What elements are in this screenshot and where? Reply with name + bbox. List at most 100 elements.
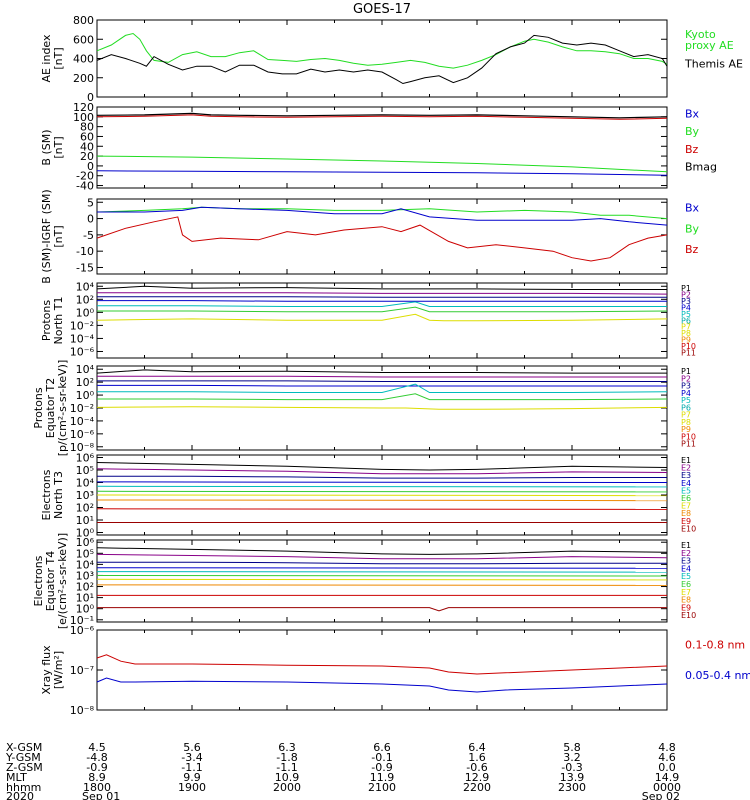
legend-entry: proxy AE [685, 39, 734, 52]
y-tick-label: 10⁶ [76, 452, 95, 465]
legend-entry: P8 [681, 329, 691, 338]
series-line-e6 [96, 575, 668, 577]
series-line-e5 [96, 571, 668, 573]
y-axis-label: B (SM)-IGRF (SM) [40, 189, 53, 283]
y-axis-label: Electrons [40, 469, 53, 520]
series-line-p4 [97, 300, 667, 302]
bottom-axis-value: 6.3 [278, 741, 296, 754]
y-tick-label: 10⁵ [76, 547, 94, 560]
bottom-axis-value: 13.9 [560, 771, 585, 784]
legend-entry: P6 [681, 403, 691, 412]
bottom-axis-value: 5.8 [563, 741, 581, 754]
series-line-p5 [97, 301, 667, 307]
bottom-axis-value: -0.1 [371, 751, 392, 764]
legend-entry: P1 [681, 367, 691, 376]
series-line-e10 [97, 607, 667, 612]
series-line-e9 [96, 508, 668, 510]
legend-entry: Themis AE [684, 57, 743, 70]
y-axis-label: [nT] [52, 47, 65, 69]
legend-entry: E9 [681, 517, 691, 526]
y-axis-label: Xray flux [40, 645, 53, 695]
y-tick-label: 800 [73, 14, 94, 27]
series-line-0-1-0-8-nm [96, 654, 668, 675]
series-line-p3 [97, 296, 667, 298]
bottom-axis-value: 4.5 [88, 741, 106, 754]
legend-entry: P5 [681, 396, 691, 405]
legend-entry: By [685, 125, 700, 138]
bottom-axis-value: 2000 [273, 781, 301, 794]
y-axis-label: B (SM) [40, 129, 53, 165]
legend-entry: P10 [681, 432, 696, 441]
y-tick-label: 200 [73, 72, 94, 85]
series-line-e2 [96, 468, 668, 475]
legend-entry: P6 [681, 316, 691, 325]
series-line-bmag [96, 112, 668, 119]
y-tick-label: 10⁻⁸ [70, 441, 95, 454]
y-tick-label: 10⁰ [76, 389, 95, 402]
panel-xray: 10⁻⁶ 10⁻⁷ 10⁻⁸ Xray flux [W/m²] 0.1-0.8 nm 0.0… [40, 624, 750, 717]
y-tick-label: 10² [76, 376, 94, 389]
legend-entry: P8 [681, 418, 691, 427]
series-line-p3 [97, 380, 667, 382]
legend-entry: E1 [681, 456, 691, 465]
bottom-axis-value: 3.2 [563, 751, 581, 764]
legend-entry: Bmag [685, 160, 717, 173]
legend-entry: P2 [681, 290, 691, 299]
legend-entry: P9 [681, 336, 691, 345]
series-line-p7 [96, 406, 668, 410]
y-axis-label: [p/(cm²-s-sr-keV)] [56, 360, 69, 457]
series-line-0-05-0-4-nm [96, 677, 668, 693]
y-tick-label: 10⁻⁷ [70, 664, 94, 677]
y-tick-label: 10⁴ [76, 558, 95, 571]
bottom-axis-value: Sep 01 [82, 790, 120, 800]
y-tick-label: -20 [76, 170, 94, 183]
y-tick-label: 10⁻⁶ [70, 428, 95, 441]
chart-title: GOES-17 [353, 2, 411, 17]
y-tick-label: 10⁻⁶ [70, 624, 95, 637]
bottom-axis-value: 6.4 [468, 741, 486, 754]
bottom-axis-value: 1.6 [468, 751, 486, 764]
legend-entry: E2 [681, 549, 691, 558]
bottom-axis-value: 12.9 [465, 771, 490, 784]
series-line-e8 [96, 584, 668, 586]
legend-entry: Bx [685, 202, 700, 215]
y-tick-label: 0 [87, 91, 94, 104]
legend-entry: Bz [685, 243, 699, 256]
bottom-axis-value: -4.8 [86, 751, 107, 764]
legend-entry: E10 [681, 524, 696, 533]
y-tick-label: -15 [76, 261, 94, 274]
y-tick-label: 10⁴ [76, 280, 95, 293]
bottom-axis-value: 2100 [368, 781, 396, 794]
series-line-p1 [96, 285, 667, 290]
legend-entry: E4 [681, 564, 691, 573]
bottom-axis-value: 0000 [653, 781, 681, 794]
legend-entry: P4 [681, 389, 691, 398]
y-tick-label: -5 [83, 229, 94, 242]
series-line-themis-ae [96, 34, 668, 85]
series-line-e4 [96, 567, 668, 569]
bottom-row-label: Z-GSM [6, 761, 43, 774]
y-tick-label: 10³ [76, 569, 94, 582]
series-line-e5 [96, 485, 668, 488]
legend-entry: P5 [681, 310, 691, 319]
y-axis-label: [e/(cm²-s-sr-keV)] [56, 533, 69, 629]
legend-entry: E6 [681, 494, 691, 503]
bottom-axis-value: Sep 02 [642, 790, 680, 800]
y-axis-label: Electrons [32, 555, 45, 606]
legend-entry: E8 [681, 596, 691, 605]
y-tick-label: 10¹ [76, 514, 94, 527]
series-line-p2 [97, 375, 667, 378]
y-axis-label: North T1 [52, 297, 65, 345]
series-line-e3 [97, 561, 667, 565]
bottom-axis-value: 9.9 [183, 771, 201, 784]
bottom-row-label: MLT [6, 771, 27, 784]
series-line-p6 [97, 393, 668, 401]
legend-entry: E7 [681, 502, 691, 511]
bottom-row-label: 2020 [6, 790, 34, 800]
legend-entry: E3 [681, 471, 691, 480]
series-line-e6 [96, 490, 668, 493]
